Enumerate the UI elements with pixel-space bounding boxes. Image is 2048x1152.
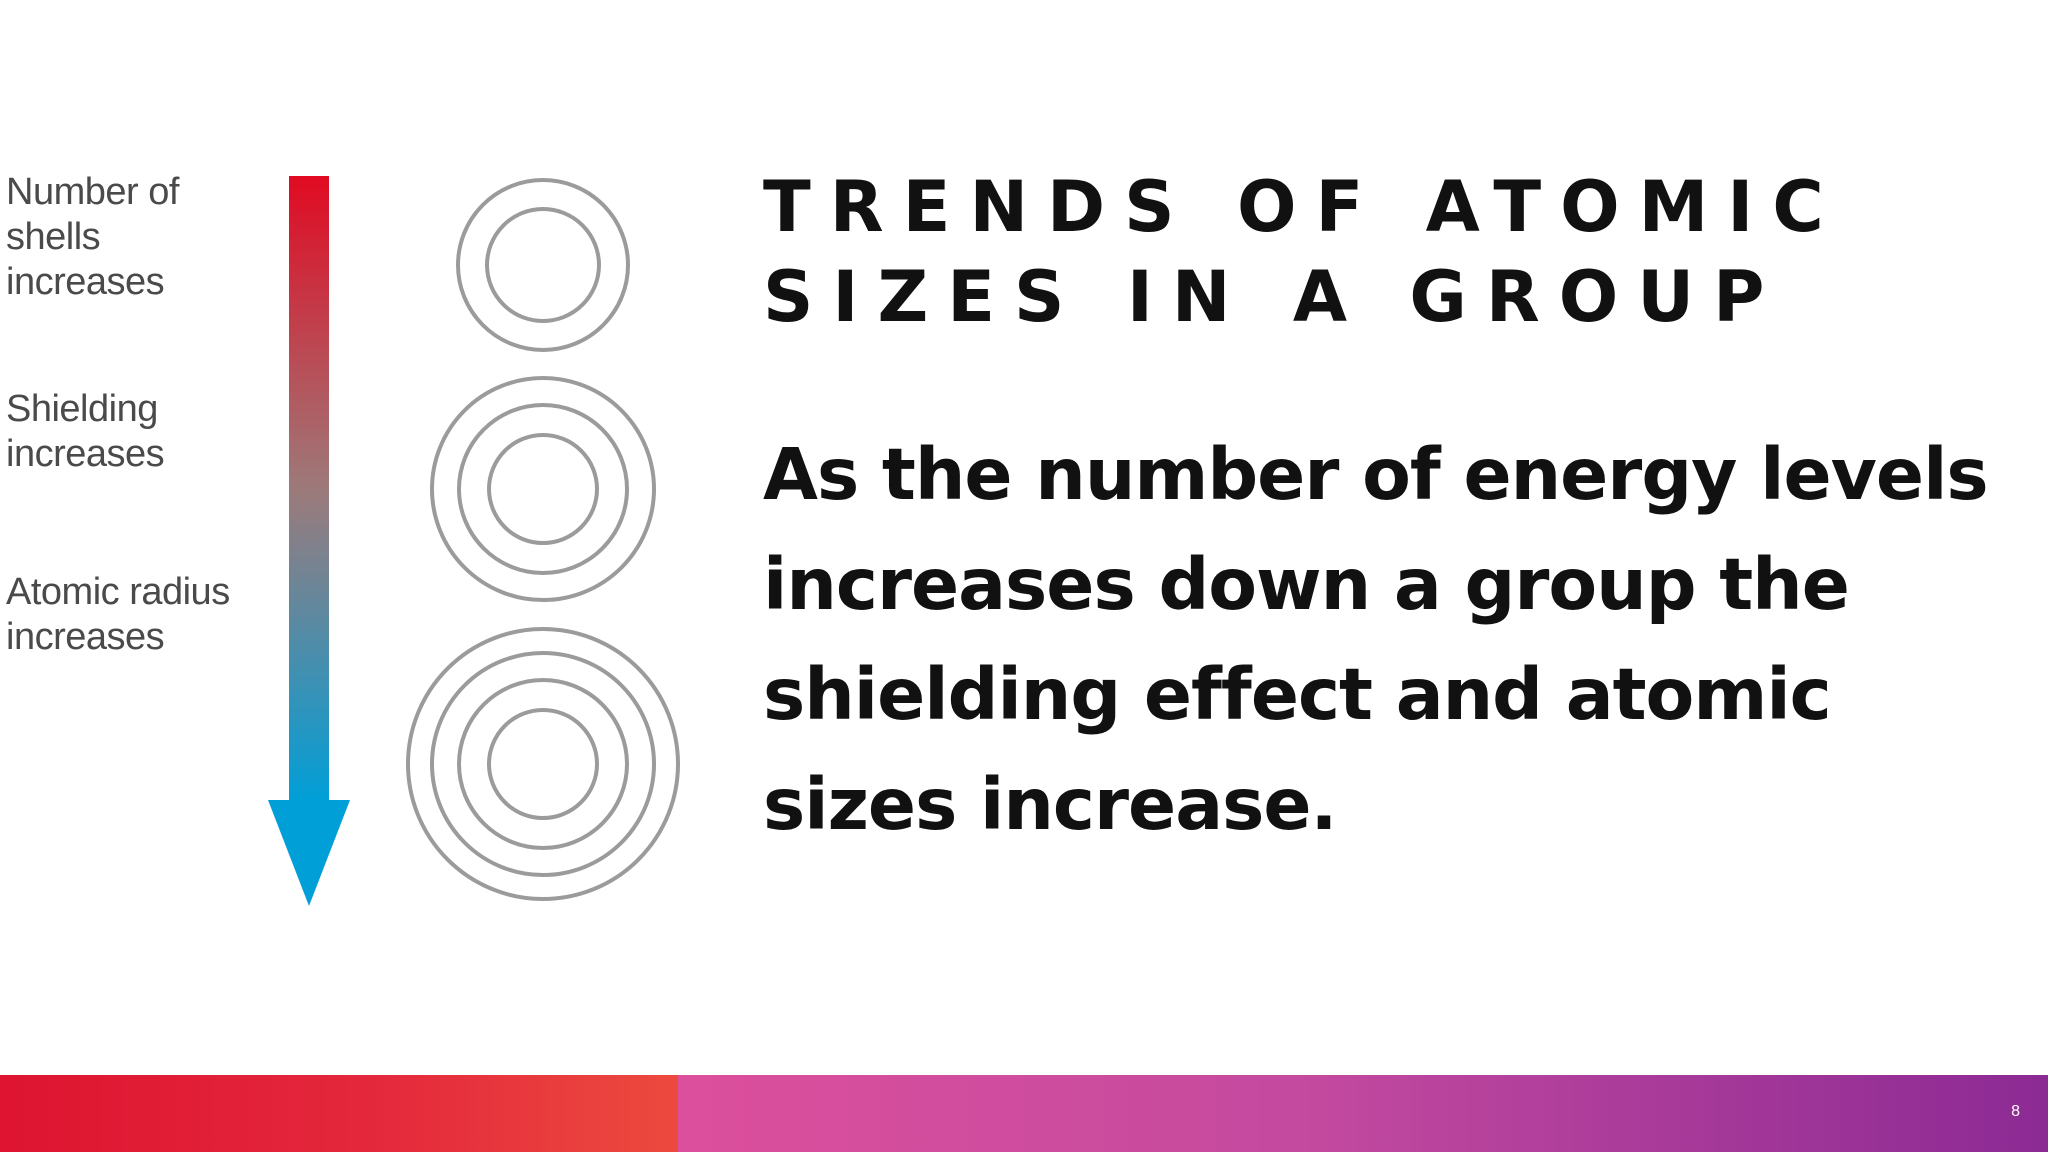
atomic-size-diagram: [268, 176, 680, 906]
label-shells-increase: Number of shells increases: [6, 171, 179, 303]
label-atomic-radius-increases: Atomic radius increases: [6, 571, 230, 658]
slide-title: TRENDS OF ATOMIC SIZES IN A GROUP: [763, 162, 1963, 342]
atom-shells-4: [406, 627, 680, 901]
down-arrow-icon: [268, 176, 350, 906]
footer-magenta-block: 8: [678, 1075, 2048, 1152]
atom-shells-3: [430, 376, 656, 602]
body-line-1: As the number of energy levels: [763, 433, 1989, 516]
body-line-2: increases down a group the: [763, 543, 1850, 626]
body-line-3: shielding effect and atomic: [763, 653, 1832, 736]
slide-title-line-1: TRENDS OF ATOMIC: [763, 166, 1843, 248]
slide-body-text: As the number of energy levels increases…: [763, 420, 2003, 860]
label-shielding-increases: Shielding increases: [6, 388, 165, 475]
atom-shells-2: [456, 178, 630, 352]
footer-red-block: [0, 1075, 678, 1152]
footer-bar: 8: [0, 1075, 2048, 1152]
slide-number: 8: [2011, 1103, 2020, 1120]
body-line-4: sizes increase.: [763, 763, 1338, 846]
slide-title-line-2: SIZES IN A GROUP: [763, 256, 1784, 338]
